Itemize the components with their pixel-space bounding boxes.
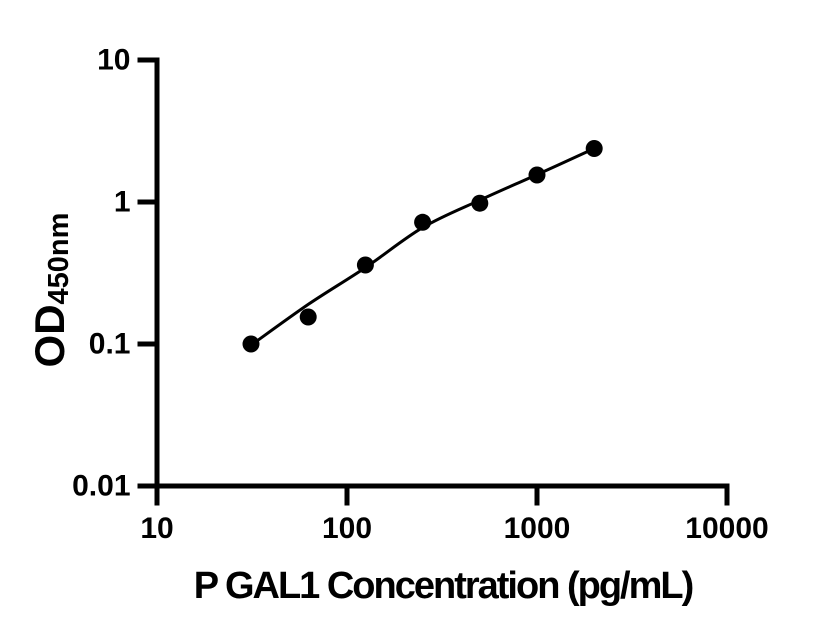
x-tick-label: 1000 [504,512,571,545]
data-point-marker [356,256,374,274]
data-point-marker [585,140,603,157]
x-tick-label: 10 [140,512,173,545]
data-point-marker [528,166,546,184]
data-points [242,140,603,353]
y-tick-label: 1 [114,186,131,219]
y-axis-title: OD450nm [26,213,75,368]
y-axis: 10 1 0.1 0.01 [72,44,160,503]
y-axis-title-subscript: 450nm [43,213,75,305]
y-tick-label: 0.01 [72,470,130,503]
x-axis: 10 100 1000 10000 [140,483,769,545]
y-tick-label: 10 [97,44,130,77]
data-point-marker [299,308,317,326]
y-tick-label: 0.1 [89,328,131,361]
data-point-marker [414,213,432,231]
data-point-marker [242,335,260,353]
x-tick-label: 100 [322,512,372,545]
y-axis-title-main: OD [26,304,73,367]
data-point-marker [471,194,489,212]
x-axis-title: P GAL1 Concentration (pg/mL) [194,565,693,607]
x-tick-label: 10000 [685,512,768,545]
